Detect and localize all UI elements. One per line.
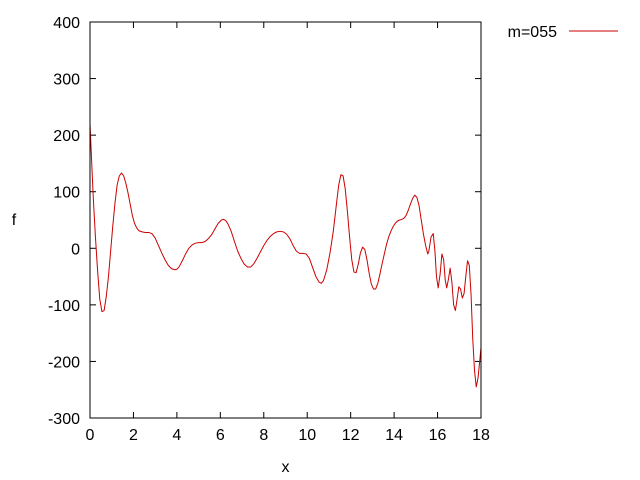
x-tick-label-8: 16 <box>429 427 447 444</box>
y-tick-labels: -300 -200 -100 0 100 200 300 400 <box>48 15 80 428</box>
y-tick-label-0: -300 <box>48 411 80 428</box>
x-tick-label-3: 6 <box>216 427 225 444</box>
y-tick-label-6: 300 <box>53 72 80 89</box>
x-tick-label-1: 2 <box>129 427 138 444</box>
y-tick-label-1: -200 <box>48 354 80 371</box>
y-axis-label: f <box>12 212 17 229</box>
x-tick-label-4: 8 <box>259 427 268 444</box>
plot-frame <box>89 21 482 419</box>
y-tick-label-5: 200 <box>53 128 80 145</box>
y-tick-label-3: 0 <box>71 241 80 258</box>
x-tick-label-2: 4 <box>172 427 181 444</box>
x-tick-label-5: 10 <box>298 427 316 444</box>
x-tick-label-0: 0 <box>86 427 95 444</box>
series-line-0 <box>89 123 482 388</box>
series-layer <box>89 123 482 388</box>
y-tick-label-4: 100 <box>53 185 80 202</box>
x-tick-labels: 0 2 4 6 8 10 12 14 16 18 <box>86 427 490 444</box>
x-tick-label-6: 12 <box>342 427 360 444</box>
x-axis-label: x <box>282 459 290 476</box>
x-tick-label-7: 14 <box>385 427 403 444</box>
legend-label-series-0: m=055 <box>508 24 557 41</box>
y-tick-label-7: 400 <box>53 15 80 32</box>
legend: m=055 <box>508 24 618 41</box>
y-tick-label-2: -100 <box>48 298 80 315</box>
x-tick-label-9: 18 <box>472 427 490 444</box>
